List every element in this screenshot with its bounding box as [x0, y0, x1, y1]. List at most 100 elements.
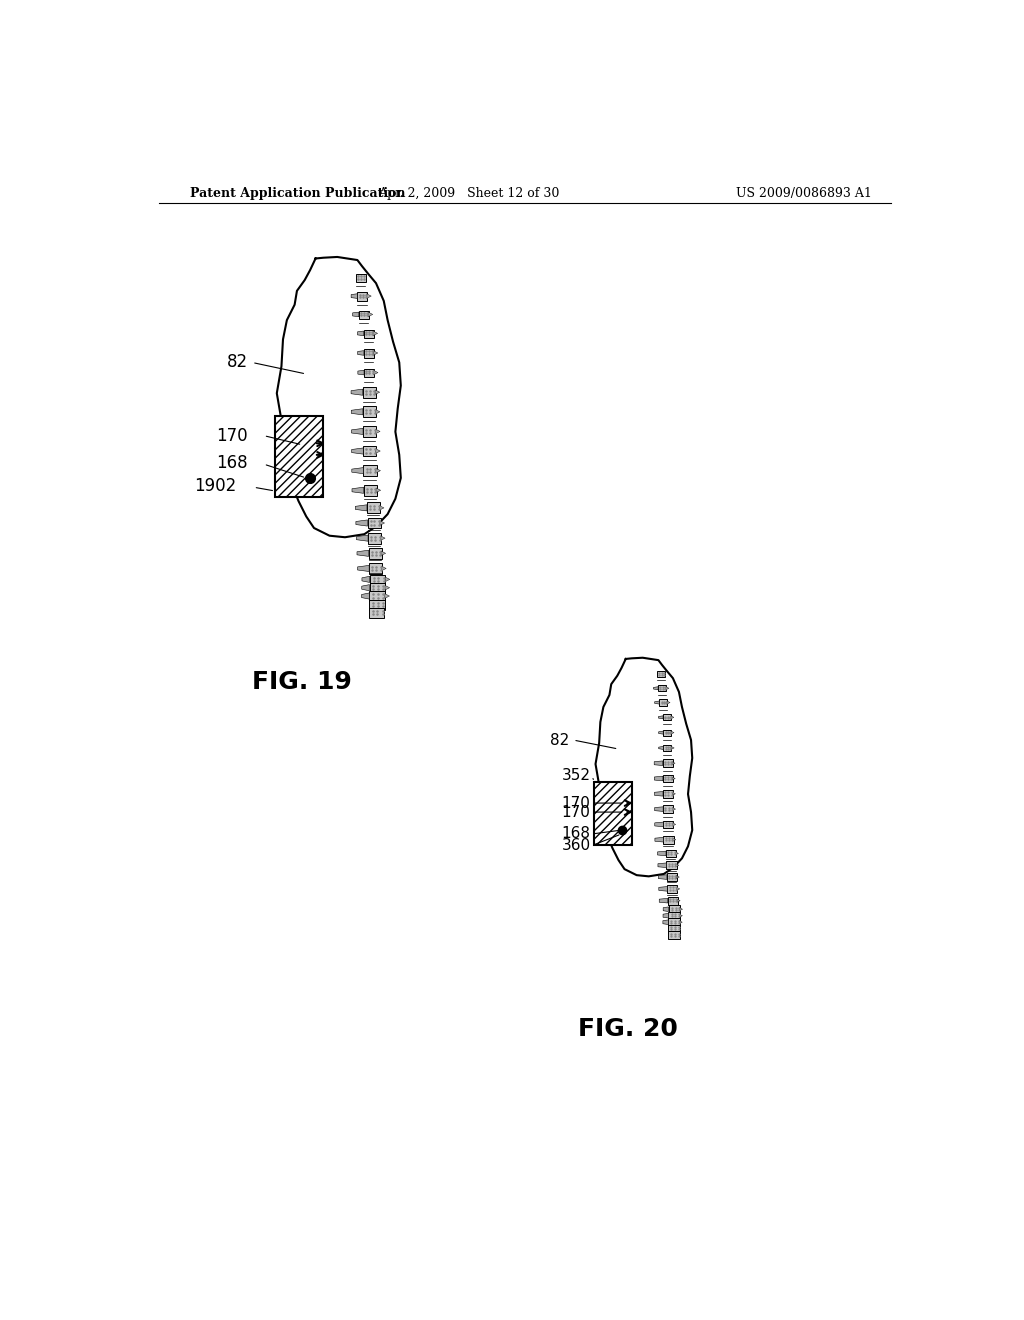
Bar: [669, 912, 680, 920]
Text: US 2009/0086893 A1: US 2009/0086893 A1: [736, 186, 872, 199]
Bar: [364, 465, 377, 477]
Bar: [664, 805, 673, 813]
Bar: [368, 517, 381, 528]
Bar: [369, 609, 384, 618]
Bar: [364, 446, 377, 457]
Bar: [370, 564, 382, 574]
Polygon shape: [677, 899, 680, 903]
Polygon shape: [679, 915, 682, 917]
Bar: [367, 503, 380, 513]
Polygon shape: [659, 899, 668, 903]
Polygon shape: [653, 686, 658, 690]
Bar: [669, 925, 680, 932]
Bar: [669, 919, 680, 927]
Polygon shape: [375, 389, 380, 395]
Polygon shape: [357, 331, 364, 335]
Polygon shape: [658, 715, 664, 719]
Bar: [664, 730, 671, 735]
Polygon shape: [657, 851, 666, 855]
Polygon shape: [666, 686, 669, 690]
Polygon shape: [356, 535, 368, 541]
Bar: [664, 714, 671, 721]
Bar: [364, 484, 377, 495]
Polygon shape: [376, 449, 380, 453]
Polygon shape: [351, 429, 364, 434]
Bar: [663, 789, 673, 797]
Polygon shape: [361, 585, 370, 591]
Polygon shape: [376, 429, 380, 434]
Polygon shape: [357, 351, 364, 355]
Polygon shape: [671, 731, 674, 734]
Bar: [594, 781, 632, 845]
Text: 170: 170: [561, 805, 591, 820]
Bar: [356, 275, 366, 282]
Bar: [364, 330, 374, 338]
Bar: [370, 583, 385, 593]
Polygon shape: [676, 863, 679, 867]
Polygon shape: [663, 913, 669, 917]
Text: 170: 170: [561, 796, 591, 810]
Bar: [667, 862, 677, 869]
Polygon shape: [368, 312, 373, 317]
Polygon shape: [380, 520, 385, 525]
Polygon shape: [664, 907, 669, 912]
Bar: [362, 387, 376, 397]
Polygon shape: [655, 837, 664, 842]
Polygon shape: [673, 838, 676, 841]
Polygon shape: [352, 487, 364, 494]
Bar: [370, 574, 385, 585]
Polygon shape: [676, 875, 679, 879]
Polygon shape: [373, 331, 378, 335]
Polygon shape: [385, 585, 390, 590]
Bar: [369, 599, 385, 610]
Bar: [666, 850, 676, 857]
Bar: [664, 821, 674, 828]
Polygon shape: [385, 594, 389, 598]
Bar: [669, 906, 680, 913]
Polygon shape: [679, 920, 682, 924]
Polygon shape: [375, 409, 380, 414]
Polygon shape: [680, 908, 683, 911]
Polygon shape: [671, 746, 674, 750]
Bar: [365, 368, 374, 378]
Polygon shape: [276, 257, 400, 537]
Bar: [664, 744, 671, 751]
Polygon shape: [367, 294, 372, 298]
Bar: [370, 591, 385, 602]
Bar: [364, 348, 374, 358]
Bar: [358, 310, 369, 319]
Polygon shape: [658, 887, 668, 891]
Polygon shape: [356, 520, 368, 527]
Polygon shape: [361, 577, 370, 582]
Bar: [668, 884, 678, 892]
Polygon shape: [673, 792, 676, 796]
Polygon shape: [677, 887, 680, 891]
Text: FIG. 20: FIG. 20: [578, 1016, 678, 1040]
Polygon shape: [672, 762, 675, 764]
Text: 1902: 1902: [195, 477, 237, 495]
Polygon shape: [654, 807, 664, 812]
Polygon shape: [658, 875, 667, 879]
Polygon shape: [654, 760, 663, 766]
Polygon shape: [351, 389, 362, 395]
Polygon shape: [379, 506, 384, 510]
Polygon shape: [361, 593, 370, 599]
Polygon shape: [596, 657, 692, 876]
Polygon shape: [654, 792, 663, 796]
Text: Patent Application Publication: Patent Application Publication: [190, 186, 406, 199]
Polygon shape: [676, 851, 679, 855]
Polygon shape: [373, 351, 378, 355]
Text: FIG. 19: FIG. 19: [253, 671, 352, 694]
Polygon shape: [381, 550, 386, 556]
Polygon shape: [654, 822, 664, 826]
Text: Apr. 2, 2009   Sheet 12 of 30: Apr. 2, 2009 Sheet 12 of 30: [378, 186, 560, 199]
Polygon shape: [351, 447, 364, 454]
Polygon shape: [658, 863, 667, 867]
Polygon shape: [376, 469, 381, 473]
Bar: [668, 896, 678, 904]
Polygon shape: [671, 715, 674, 719]
Polygon shape: [667, 701, 670, 704]
Bar: [368, 533, 381, 544]
Polygon shape: [374, 371, 378, 375]
Bar: [659, 700, 667, 706]
